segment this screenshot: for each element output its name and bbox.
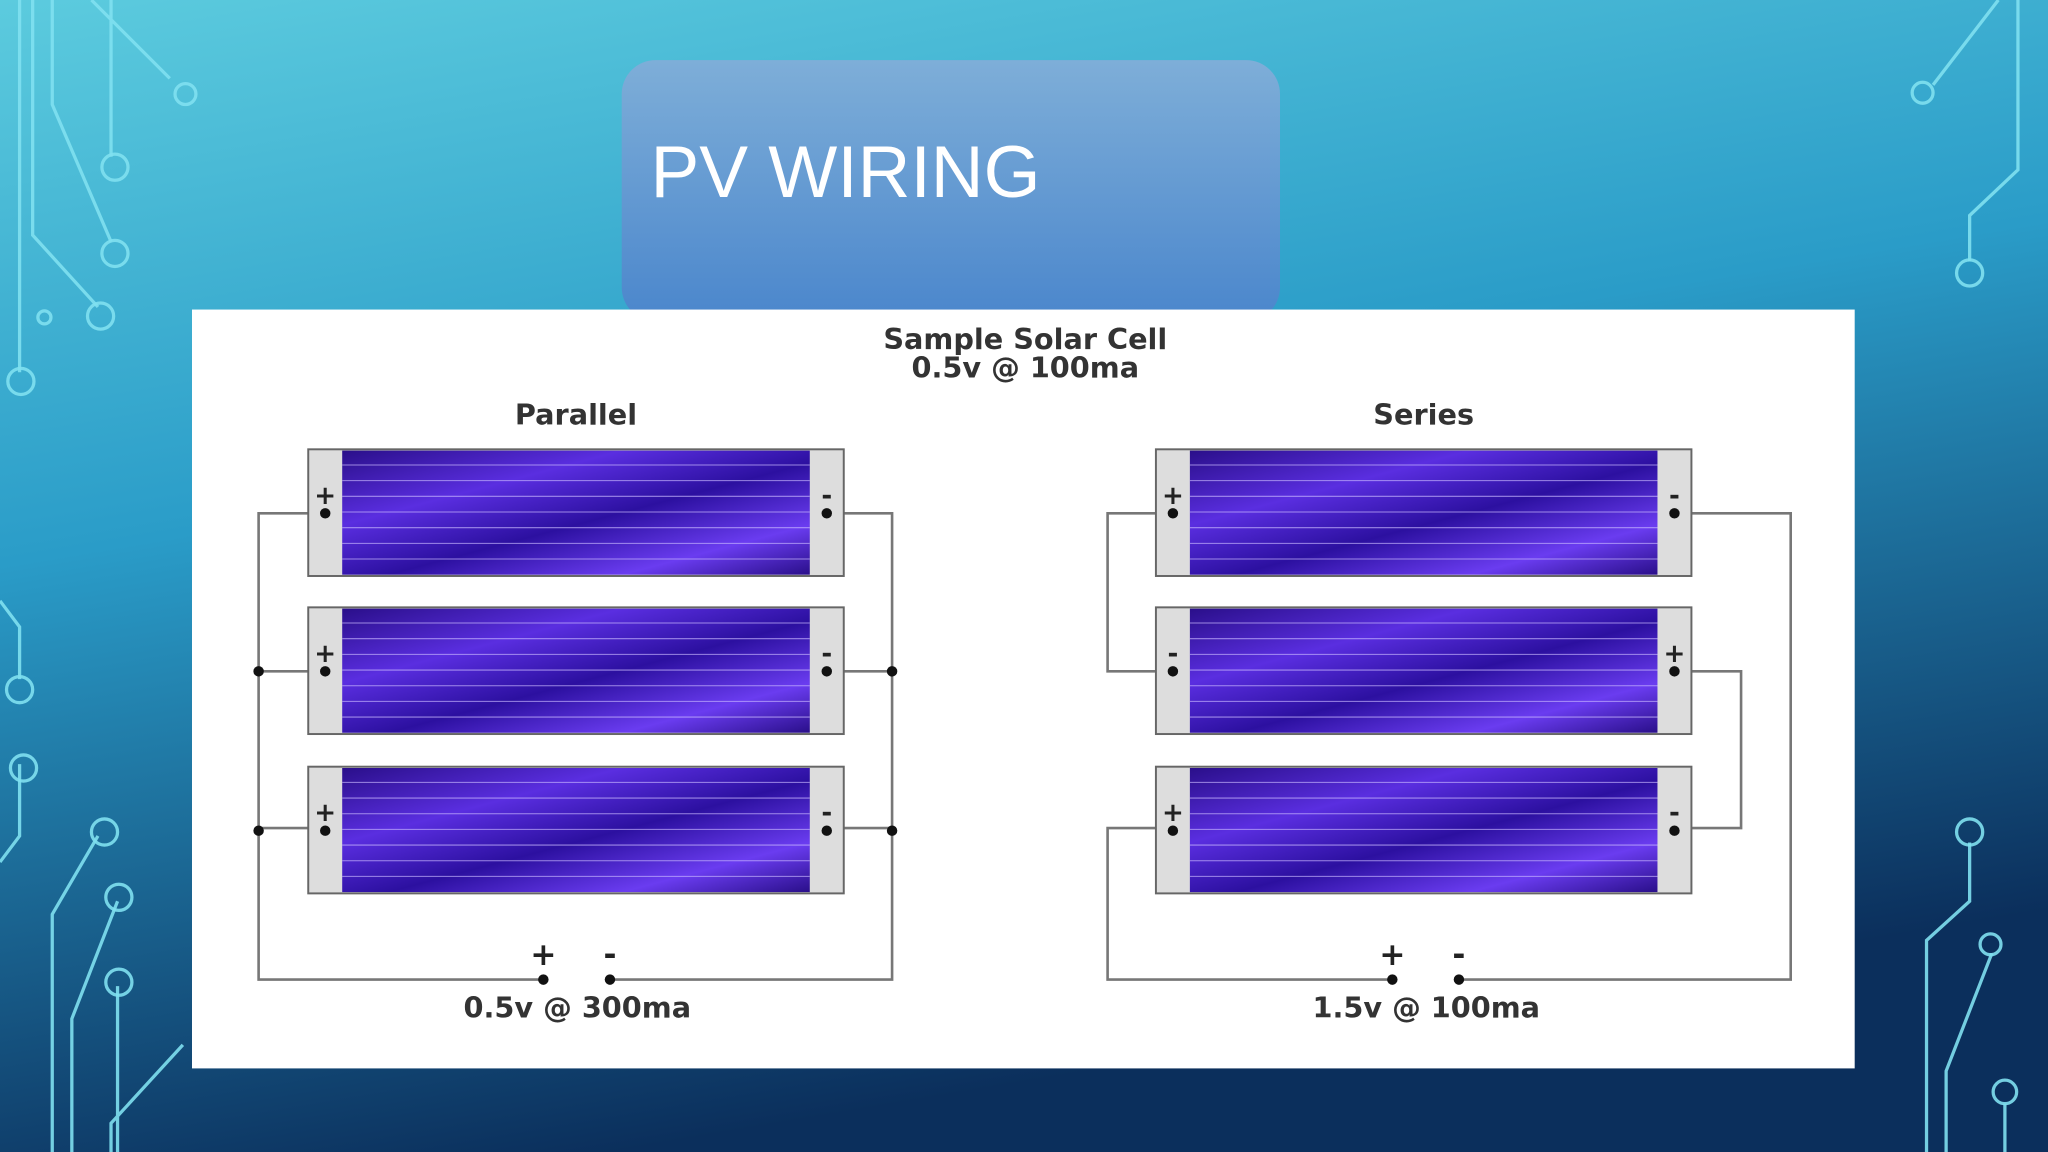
polarity: +	[314, 639, 336, 669]
output-terminal	[1453, 974, 1465, 985]
output-terminal	[538, 974, 549, 985]
terminal	[320, 508, 331, 519]
junction	[886, 666, 898, 677]
terminal	[821, 508, 832, 519]
cell-surface	[1189, 450, 1658, 575]
output-terminal	[1387, 974, 1398, 985]
wiring	[257, 511, 1792, 981]
output-polarity: +	[530, 937, 556, 973]
cell-surface	[342, 608, 810, 733]
slide-title: PV WIRING	[650, 132, 1040, 213]
polarity: +	[314, 481, 336, 511]
terminal	[1167, 666, 1179, 677]
group-label: Series	[1373, 398, 1474, 432]
polarity: +	[314, 798, 336, 828]
diagram-title: Sample Solar Cell	[883, 322, 1167, 356]
terminal	[821, 825, 832, 836]
group-label: Parallel	[515, 398, 637, 432]
diagram-subtitle: 0.5v @ 100ma	[912, 351, 1140, 385]
output-polarity: -	[603, 937, 616, 973]
polarity: -	[1669, 481, 1680, 511]
output-rating: 0.5v @ 300ma	[464, 991, 692, 1025]
junction	[253, 666, 264, 677]
terminal	[821, 666, 832, 677]
polarity: -	[1669, 798, 1680, 828]
terminal	[320, 666, 331, 677]
output-terminal	[604, 974, 616, 985]
terminal	[1669, 508, 1680, 519]
terminal	[1669, 825, 1680, 836]
polarity: +	[1162, 481, 1184, 511]
terminal	[320, 825, 331, 836]
output-rating: 1.5v @ 100ma	[1313, 991, 1541, 1025]
terminal	[1167, 825, 1179, 836]
polarity: +	[1664, 639, 1686, 669]
polarity: +	[1162, 798, 1184, 828]
polarity: -	[1167, 639, 1178, 669]
terminal	[1167, 508, 1179, 519]
title-box	[621, 60, 1280, 322]
polarity: -	[821, 481, 832, 511]
cell-surface	[1189, 608, 1658, 733]
output-polarity: -	[1452, 937, 1465, 973]
polarity: -	[821, 798, 832, 828]
cell-surface	[342, 450, 810, 575]
terminal	[1669, 666, 1680, 677]
cell-surface	[1189, 768, 1658, 893]
output-polarity: +	[1379, 937, 1405, 973]
cell-surface	[342, 768, 810, 893]
junction	[886, 825, 898, 836]
polarity: -	[821, 639, 832, 669]
junction	[253, 825, 264, 836]
